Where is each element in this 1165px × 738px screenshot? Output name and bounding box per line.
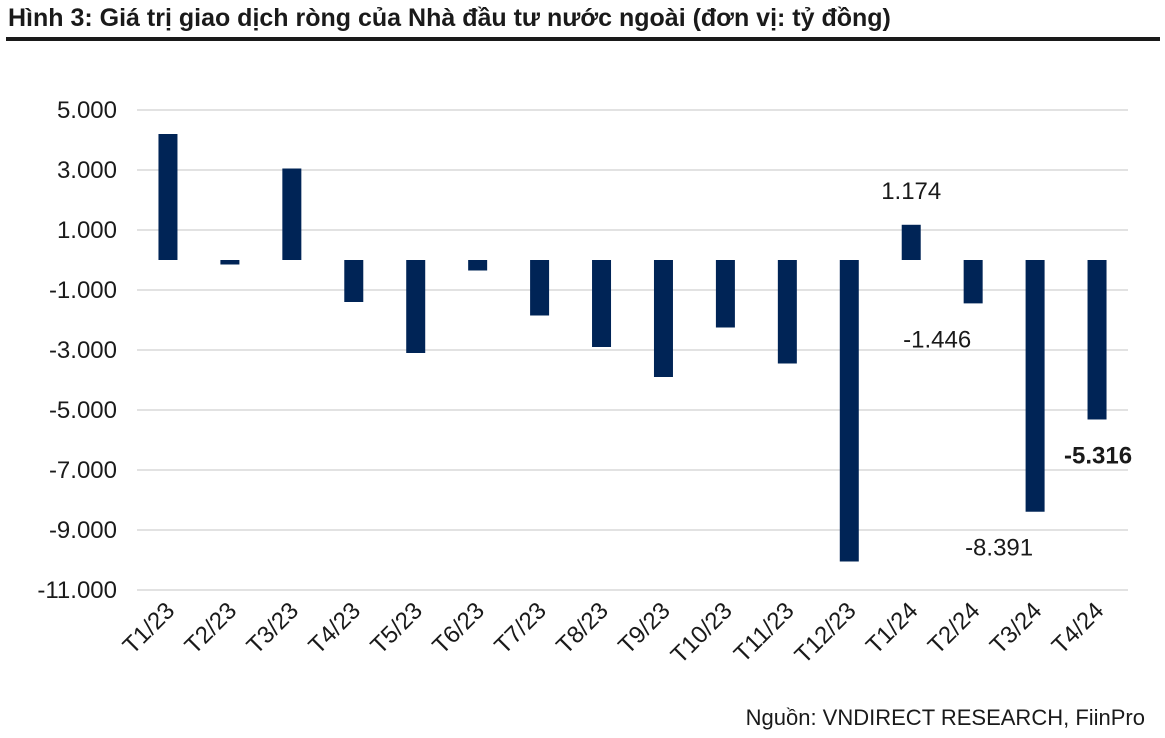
bar	[468, 260, 488, 271]
data-label: 1.174	[881, 178, 941, 205]
data-label: -1.446	[903, 326, 971, 353]
bar	[282, 168, 302, 260]
x-tick-label: T4/24	[1047, 597, 1109, 659]
x-tick-label: T6/23	[427, 597, 489, 659]
bar	[530, 260, 550, 316]
x-tick-label: T5/23	[365, 597, 427, 659]
bar	[963, 260, 983, 304]
bar	[344, 260, 364, 302]
x-tick-label: T2/23	[180, 597, 242, 659]
x-tick-label: T3/24	[985, 597, 1047, 659]
y-tick-label: 3.000	[57, 157, 117, 184]
source-note: Nguồn: VNDIRECT RESEARCH, FiinPro	[745, 705, 1145, 730]
bar	[839, 260, 859, 562]
x-tick-label: T8/23	[551, 597, 613, 659]
bar	[592, 260, 612, 347]
x-tick-label: T2/24	[923, 597, 985, 659]
chart-title: Hình 3: Giá trị giao dịch ròng của Nhà đ…	[8, 4, 891, 32]
bar	[901, 224, 921, 260]
x-tick-label: T3/23	[242, 597, 304, 659]
bar	[715, 260, 735, 328]
y-tick-label: -3.000	[49, 337, 117, 364]
data-label: -5.316	[1064, 442, 1132, 469]
bar	[158, 134, 178, 260]
y-tick-label: -1.000	[49, 277, 117, 304]
x-tick-label: T12/23	[790, 597, 862, 669]
y-tick-label: -9.000	[49, 517, 117, 544]
bar-chart: 5.000 3.000 1.000 -1.000 -3.000 -5.000 -7.000 -…	[37, 97, 1132, 669]
x-tick-label: T1/24	[861, 597, 923, 659]
bar	[1087, 260, 1107, 420]
y-tick-label: -11.000	[37, 577, 117, 604]
y-tick-label: 5.000	[57, 97, 117, 124]
y-tick-label: 1.000	[57, 217, 117, 244]
data-label: -8.391	[965, 535, 1033, 562]
x-tick-label: T10/23	[666, 597, 738, 669]
bar	[220, 260, 240, 265]
x-tick-label: T11/23	[729, 597, 800, 668]
x-tick-label: T7/23	[489, 597, 551, 659]
y-tick-label: -5.000	[49, 397, 117, 424]
bar	[406, 260, 426, 353]
y-tick-label: -7.000	[49, 457, 117, 484]
x-tick-label: T1/23	[118, 597, 180, 659]
title-rule	[6, 37, 1160, 41]
bar	[777, 260, 797, 364]
x-tick-label: T4/23	[304, 597, 366, 659]
bar	[1025, 260, 1045, 512]
bar	[653, 260, 673, 377]
